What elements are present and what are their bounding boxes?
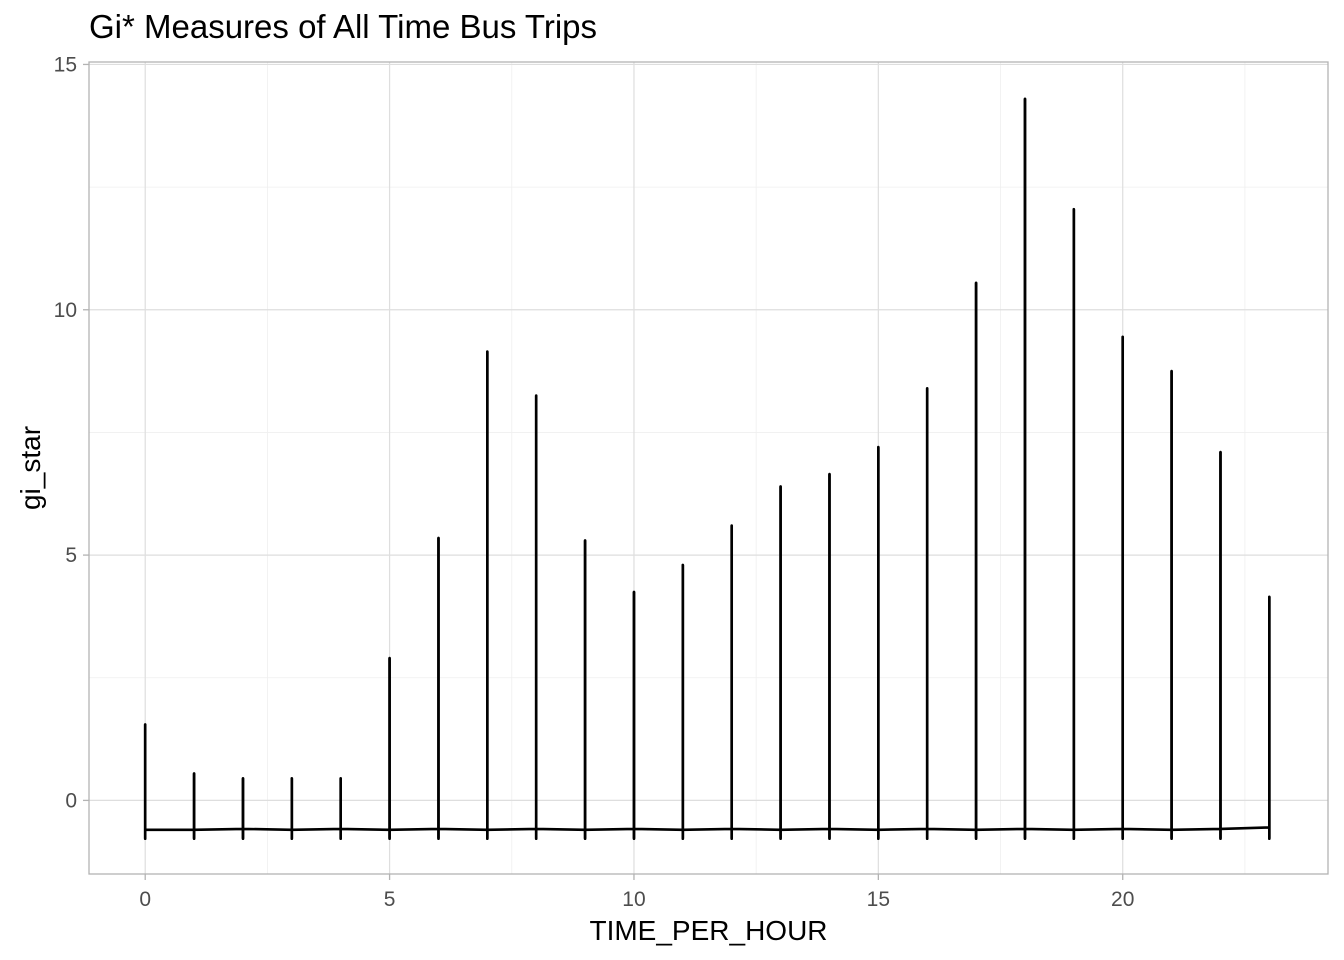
x-axis-title: TIME_PER_HOUR (589, 915, 827, 946)
y-axis-title: gi_star (15, 426, 46, 510)
x-tick-label: 10 (622, 888, 645, 911)
grid-minor (89, 62, 1328, 874)
x-tick-label: 15 (867, 888, 890, 911)
chart-title: Gi* Measures of All Time Bus Trips (89, 8, 597, 45)
grid-major (89, 62, 1328, 874)
x-axis: 0 5 10 15 20 (139, 874, 1134, 911)
y-tick-label: 0 (65, 789, 77, 812)
y-tick-label: 10 (54, 299, 77, 322)
y-axis: 0 5 10 15 (54, 53, 89, 812)
x-tick-label: 20 (1111, 888, 1134, 911)
panel-border (88, 61, 1329, 875)
y-tick-label: 5 (65, 544, 77, 567)
data-layer (143, 97, 1271, 840)
y-tick-label: 15 (54, 53, 77, 76)
series-line (143, 97, 1271, 840)
x-tick-label: 5 (384, 888, 396, 911)
x-tick-label: 0 (139, 888, 151, 911)
